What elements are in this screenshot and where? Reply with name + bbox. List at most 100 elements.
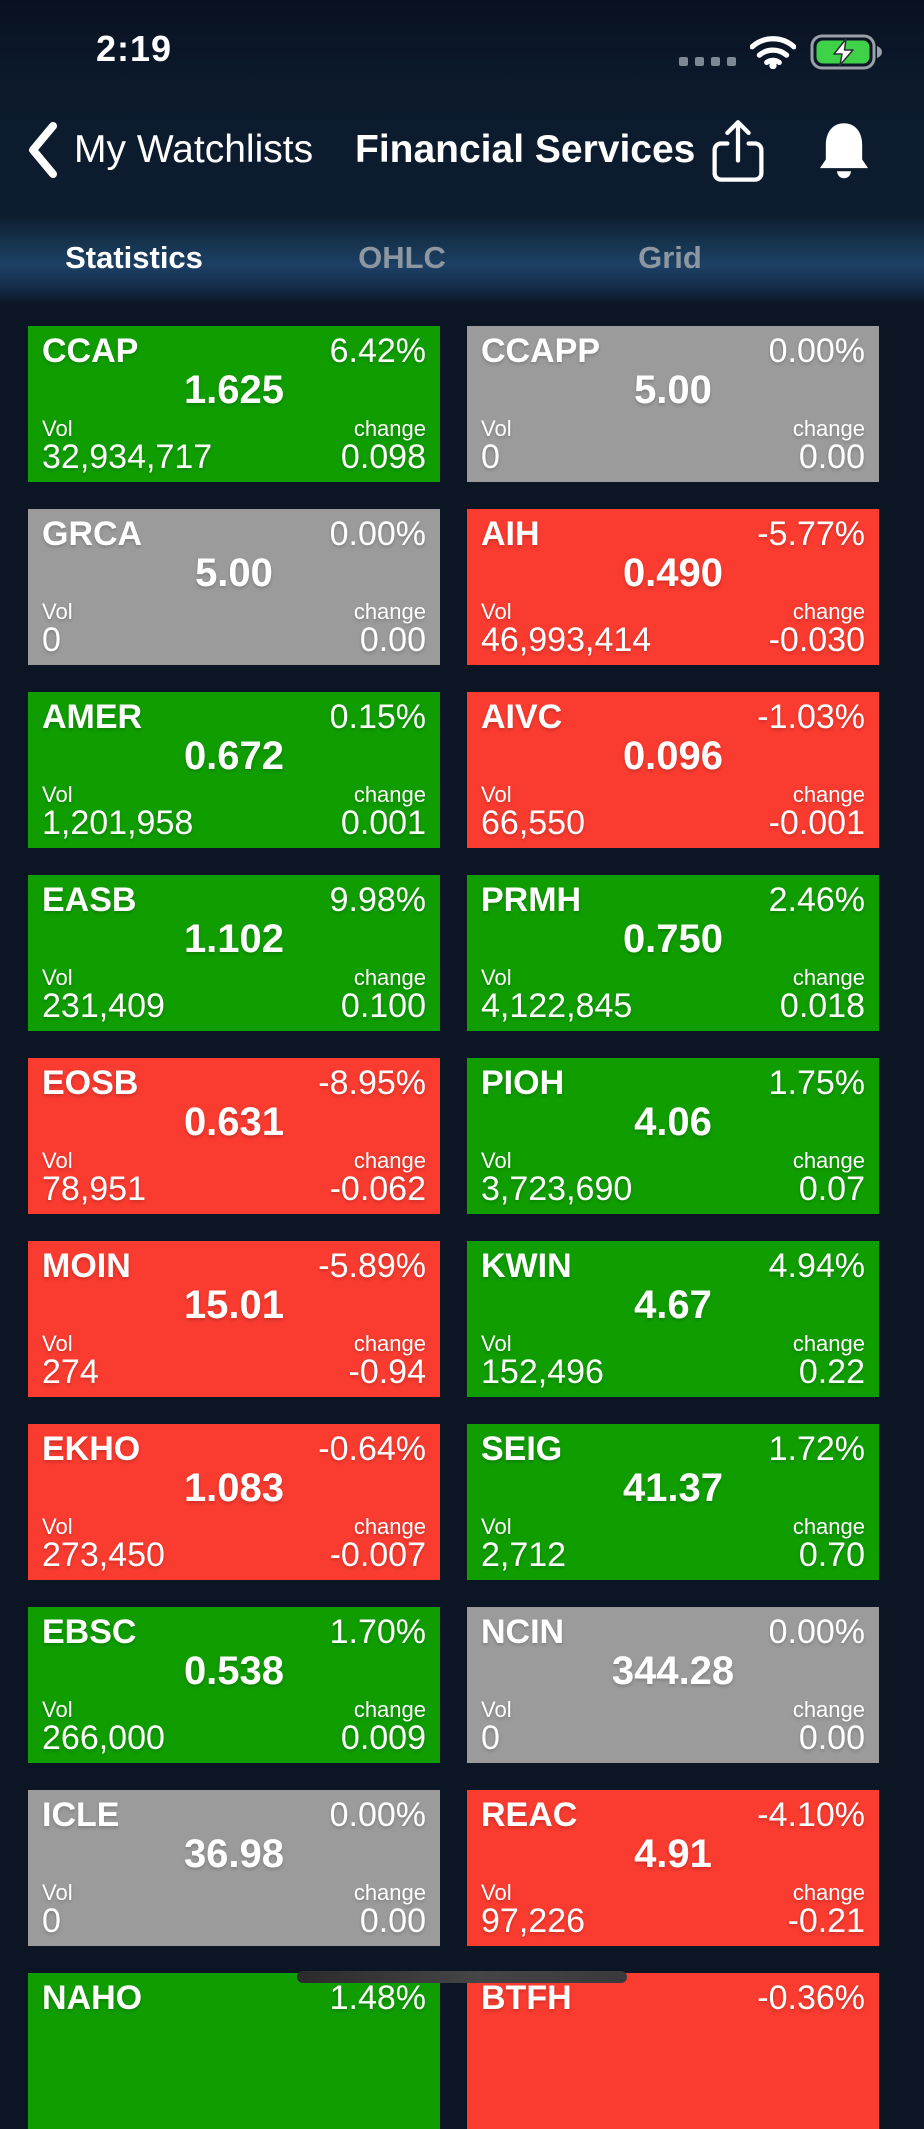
change-value: 0.70	[798, 1536, 865, 1574]
change-block: change 0.00	[354, 601, 426, 658]
percent-change: 1.70%	[329, 1613, 426, 1651]
stock-tile[interactable]: ICLE 0.00% 36.98 Vol 0 change 0.00	[28, 1790, 440, 1946]
back-button-label: My Watchlists	[74, 128, 314, 171]
last-price: 15.01	[183, 1283, 285, 1327]
volume-value: 2,712	[481, 1536, 567, 1574]
change-label: change	[792, 1880, 865, 1905]
tile-top-row: NCIN 0.00%	[481, 1613, 865, 1652]
tab-statistics[interactable]: Statistics	[65, 240, 203, 275]
last-price: 4.06	[634, 1100, 712, 1144]
stock-tile[interactable]: REAC -4.10% 4.91 Vol 97,226 change -0.21	[467, 1790, 879, 1946]
ticker-symbol: EBSC	[42, 1613, 137, 1651]
stock-tile[interactable]: EASB 9.98% 1.102 Vol 231,409 change 0.10…	[28, 875, 440, 1031]
tile-top-row: CCAPP 0.00%	[481, 332, 865, 371]
change-block: change -0.94	[349, 1333, 427, 1390]
ticker-symbol: CCAP	[42, 332, 139, 370]
volume-block: Vol 273,450	[42, 1516, 165, 1574]
volume-label: Vol	[42, 416, 73, 441]
change-block: change 0.00	[792, 416, 865, 475]
volume-label: Vol	[42, 1148, 73, 1173]
percent-change: -0.36%	[757, 1979, 865, 2017]
volume-label: Vol	[481, 965, 512, 990]
tile-top-row: EBSC 1.70%	[42, 1613, 426, 1652]
percent-change: 4.94%	[768, 1247, 865, 1285]
stock-tile[interactable]: NAHO 1.48%	[28, 1973, 440, 2129]
tile-bottom-row: Vol 32,934,717 change 0.098	[42, 416, 426, 475]
tile-bottom-row: Vol 0 change 0.00	[481, 416, 865, 476]
last-price: 5.00	[195, 551, 273, 595]
change-block: change -0.001	[768, 784, 865, 842]
cellular-dots-icon	[679, 56, 736, 66]
change-value: 0.00	[359, 1902, 426, 1940]
volume-block: Vol 4,122,845	[481, 965, 632, 1024]
last-price: 1.083	[183, 1466, 285, 1510]
change-label: change	[792, 416, 865, 441]
notifications-button[interactable]	[816, 120, 872, 182]
volume-block: Vol 0	[481, 418, 512, 476]
volume-value: 273,450	[42, 1536, 165, 1574]
stock-tile[interactable]: PIOH 1.75% 4.06 Vol 3,723,690 change 0.0…	[467, 1058, 879, 1214]
change-value: -0.001	[768, 804, 865, 842]
change-value: -0.21	[787, 1902, 866, 1940]
tile-top-row: EASB 9.98%	[42, 881, 426, 920]
change-label: change	[792, 1331, 865, 1356]
home-indicator[interactable]	[297, 1971, 627, 1983]
tile-top-row: SEIG 1.72%	[481, 1430, 865, 1469]
volume-value: 0	[481, 438, 500, 476]
stock-tile[interactable]: AIVC -1.03% 0.096 Vol 66,550 change -0.0…	[467, 692, 879, 848]
volume-value: 152,496	[481, 1353, 604, 1391]
ticker-symbol: MOIN	[42, 1247, 131, 1285]
volume-value: 46,993,414	[481, 621, 652, 659]
stock-tile[interactable]: CCAPP 0.00% 5.00 Vol 0 change 0.00	[467, 326, 879, 482]
percent-change: 1.75%	[768, 1064, 865, 1102]
stock-tile[interactable]: MOIN -5.89% 15.01 Vol 274 change -0.94	[28, 1241, 440, 1397]
stock-tile[interactable]: EKHO -0.64% 1.083 Vol 273,450 change -0.…	[28, 1424, 440, 1580]
change-block: change -0.21	[787, 1880, 866, 1940]
ticker-symbol: REAC	[481, 1796, 578, 1834]
share-button[interactable]	[710, 118, 766, 186]
change-block: change 0.07	[793, 1150, 865, 1207]
change-value: 0.009	[340, 1719, 426, 1757]
tile-top-row: ICLE 0.00%	[42, 1796, 426, 1835]
stock-tile[interactable]: GRCA 0.00% 5.00 Vol 0 change 0.00	[28, 509, 440, 665]
stock-tile[interactable]: KWIN 4.94% 4.67 Vol 152,496 change 0.22	[467, 1241, 879, 1397]
percent-change: 2.46%	[768, 881, 865, 919]
stock-tile[interactable]: EOSB -8.95% 0.631 Vol 78,951 change -0.0…	[28, 1058, 440, 1214]
change-block: change 0.100	[341, 965, 426, 1024]
change-label: change	[353, 965, 426, 990]
tab-grid[interactable]: Grid	[638, 240, 702, 275]
tab-ohlc[interactable]: OHLC	[358, 240, 446, 275]
volume-block: Vol 274	[42, 1333, 99, 1391]
ticker-symbol: BTFH	[481, 1979, 572, 2017]
stock-tile[interactable]: EBSC 1.70% 0.538 Vol 266,000 change 0.00…	[28, 1607, 440, 1763]
volume-value: 266,000	[42, 1719, 165, 1757]
change-label: change	[353, 782, 426, 807]
volume-value: 1,201,958	[42, 804, 194, 842]
volume-label: Vol	[481, 1148, 512, 1173]
back-chevron-icon	[26, 121, 58, 179]
tile-bottom-row: Vol 1,201,958 change 0.001	[42, 782, 426, 842]
volume-value: 274	[42, 1353, 99, 1391]
stock-tile[interactable]: AIH -5.77% 0.490 Vol 46,993,414 change -…	[467, 509, 879, 665]
change-value: 0.22	[798, 1353, 865, 1391]
volume-value: 231,409	[42, 987, 165, 1025]
change-block: change -0.030	[769, 601, 865, 658]
tab-bar: Statistics OHLC Grid	[0, 212, 924, 304]
ticker-symbol: SEIG	[481, 1430, 563, 1468]
stock-tile[interactable]: NCIN 0.00% 344.28 Vol 0 change 0.00	[467, 1607, 879, 1763]
last-price: 344.28	[611, 1649, 735, 1693]
last-price: 0.631	[183, 1100, 285, 1144]
stock-tile[interactable]: AMER 0.15% 0.672 Vol 1,201,958 change 0.…	[28, 692, 440, 848]
stock-tile[interactable]: BTFH -0.36%	[467, 1973, 879, 2129]
volume-block: Vol 46,993,414	[481, 601, 652, 659]
stock-tile[interactable]: SEIG 1.72% 41.37 Vol 2,712 change 0.70	[467, 1424, 879, 1580]
change-block: change -0.007	[330, 1516, 426, 1573]
stock-tile[interactable]: CCAP 6.42% 1.625 Vol 32,934,717 change 0…	[28, 326, 440, 482]
last-price: 0.490	[622, 551, 724, 595]
stock-tile[interactable]: PRMH 2.46% 0.750 Vol 4,122,845 change 0.…	[467, 875, 879, 1031]
tile-bottom-row: Vol 97,226 change -0.21	[481, 1880, 866, 1940]
battery-charging-icon	[810, 34, 884, 70]
header: 2:19	[0, 0, 924, 212]
back-button[interactable]: My Watchlists	[26, 100, 313, 200]
tile-bottom-row: Vol 274 change -0.94	[42, 1333, 427, 1391]
